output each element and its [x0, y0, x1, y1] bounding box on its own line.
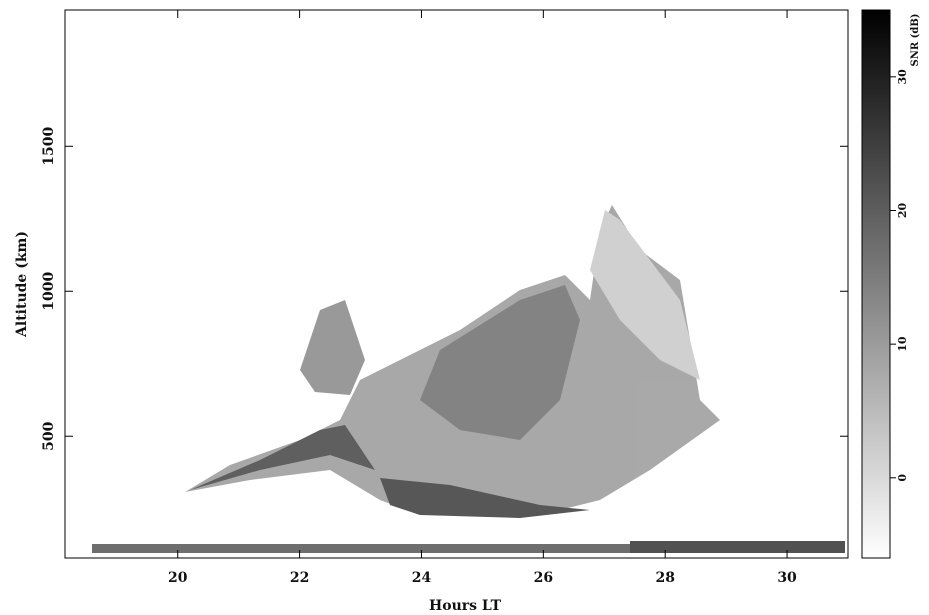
ground-clutter	[630, 541, 845, 553]
x-tick-label: 28	[655, 570, 674, 586]
colorbar	[861, 9, 891, 559]
x-tick-label: 30	[777, 570, 797, 586]
y-tick-label: 500	[41, 421, 57, 450]
x-tick-label: 22	[290, 570, 309, 586]
plot-frame	[64, 9, 849, 559]
echo-region	[190, 425, 375, 490]
colorbar-tick-label: 30	[896, 69, 909, 85]
colorbar-tick-label: 10	[896, 336, 909, 352]
echo-region	[300, 300, 365, 395]
y-axis-label: Altitude (km)	[14, 231, 30, 338]
echo-region	[380, 478, 590, 518]
y-tick-label: 1000	[41, 272, 57, 311]
y-tick-label: 1500	[41, 127, 57, 166]
x-axis-label: Hours LT	[429, 598, 502, 614]
ground-clutter	[92, 544, 845, 553]
x-tick-label: 26	[534, 570, 553, 586]
echo-region	[420, 285, 580, 440]
echo-region	[590, 210, 700, 380]
colorbar-tick-label: 20	[896, 202, 909, 218]
colorbar-label: SNR (dB)	[910, 13, 921, 66]
x-tick-label: 24	[412, 570, 432, 586]
x-tick-label: 20	[168, 570, 188, 586]
colorbar-tick-label: 0	[896, 474, 909, 482]
echo-image	[92, 205, 845, 553]
